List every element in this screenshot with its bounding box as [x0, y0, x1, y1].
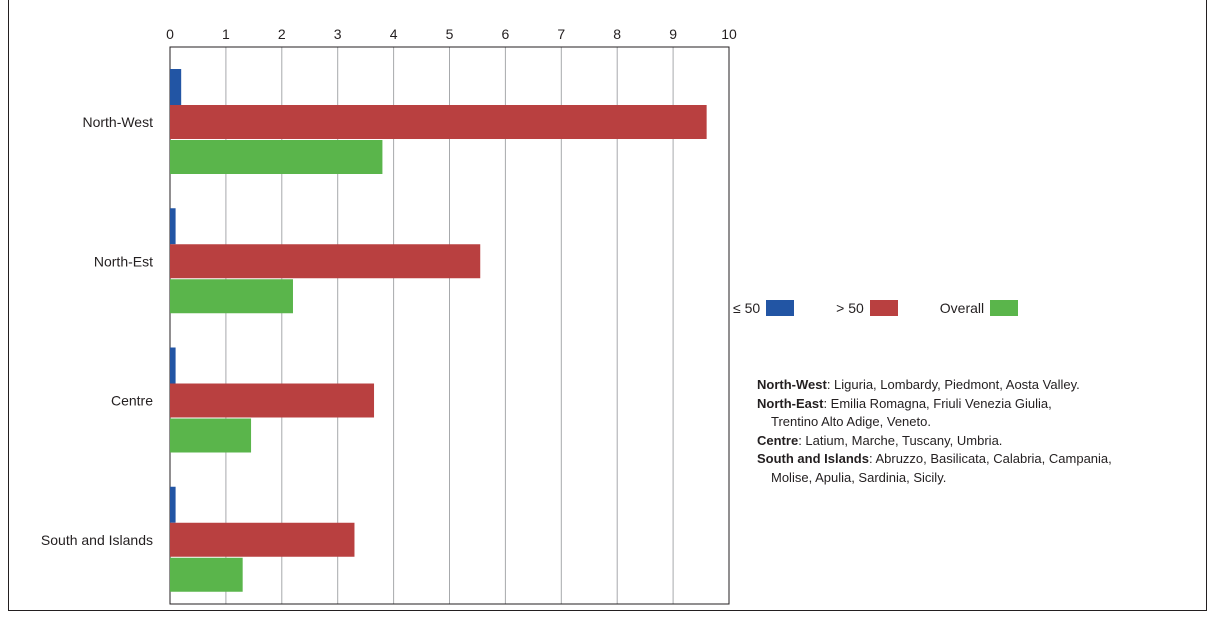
bar	[170, 105, 707, 139]
x-tick-label: 7	[557, 26, 565, 42]
note-south-islands: South and Islands: Abruzzo, Basilicata, …	[757, 450, 1112, 487]
note-text: : Liguria, Lombardy, Piedmont, Aosta Val…	[827, 377, 1080, 392]
bar	[170, 140, 382, 174]
bar	[170, 244, 480, 278]
x-tick-label: 1	[222, 26, 230, 42]
legend: ≤ 50 > 50 Overall	[733, 298, 1060, 318]
legend-swatch	[870, 300, 898, 316]
category-label: North-Est	[94, 253, 153, 269]
legend-item-gt50: > 50	[836, 300, 898, 316]
note-key: North-West	[757, 377, 827, 392]
region-notes: North-West: Liguria, Lombardy, Piedmont,…	[757, 376, 1112, 487]
legend-item-le50: ≤ 50	[733, 300, 794, 316]
note-text: : Latium, Marche, Tuscany, Umbria.	[798, 433, 1002, 448]
bar	[170, 419, 251, 453]
legend-swatch	[990, 300, 1018, 316]
x-tick-label: 3	[334, 26, 342, 42]
legend-item-overall: Overall	[940, 300, 1018, 316]
bar	[170, 348, 176, 384]
x-tick-label: 0	[166, 26, 174, 42]
note-key: Centre	[757, 433, 798, 448]
legend-label: Overall	[940, 300, 984, 316]
x-tick-label: 6	[502, 26, 510, 42]
bar	[170, 208, 176, 244]
category-label: South and Islands	[41, 532, 153, 548]
x-tick-label: 8	[613, 26, 621, 42]
bar	[170, 384, 374, 418]
x-tick-label: 5	[446, 26, 454, 42]
note-text: : Emilia Romagna, Friuli Venezia Giulia,	[823, 396, 1051, 411]
legend-swatch	[766, 300, 794, 316]
x-tick-label: 2	[278, 26, 286, 42]
bar	[170, 487, 176, 523]
bar	[170, 69, 181, 105]
x-tick-label: 9	[669, 26, 677, 42]
x-tick-label: 4	[390, 26, 398, 42]
x-tick-label: 10	[721, 26, 737, 42]
legend-label: ≤ 50	[733, 300, 760, 316]
note-text: : Abruzzo, Basilicata, Calabria, Campani…	[869, 451, 1112, 466]
bar	[170, 523, 354, 557]
note-continuation: Trentino Alto Adige, Veneto.	[757, 413, 1112, 432]
legend-label: > 50	[836, 300, 864, 316]
bar	[170, 279, 293, 313]
note-key: North-East	[757, 396, 823, 411]
note-north-east: North-East: Emilia Romagna, Friuli Venez…	[757, 395, 1112, 432]
note-key: South and Islands	[757, 451, 869, 466]
note-north-west: North-West: Liguria, Lombardy, Piedmont,…	[757, 376, 1112, 395]
category-label: Centre	[111, 393, 153, 409]
category-label: North-West	[82, 114, 153, 130]
bar	[170, 558, 243, 592]
note-centre: Centre: Latium, Marche, Tuscany, Umbria.	[757, 432, 1112, 451]
note-continuation: Molise, Apulia, Sardinia, Sicily.	[757, 469, 1112, 488]
